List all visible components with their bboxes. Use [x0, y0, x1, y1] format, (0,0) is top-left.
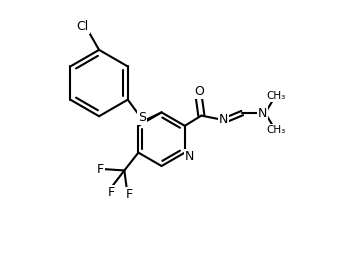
Text: CH₃: CH₃ — [266, 125, 286, 135]
Text: F: F — [108, 186, 115, 199]
Text: F: F — [126, 188, 133, 201]
Text: N: N — [219, 113, 228, 126]
Text: N: N — [258, 107, 267, 119]
Text: S: S — [138, 111, 146, 124]
Text: Cl: Cl — [76, 20, 88, 34]
Text: CH₃: CH₃ — [266, 91, 286, 101]
Text: N: N — [185, 150, 194, 163]
Text: O: O — [194, 85, 204, 98]
Text: F: F — [96, 163, 104, 176]
